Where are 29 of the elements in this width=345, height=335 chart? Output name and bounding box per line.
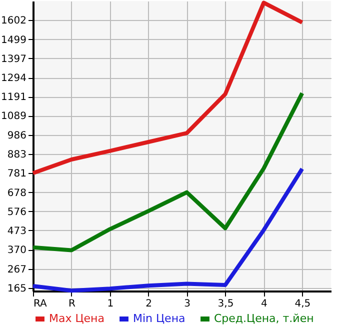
- legend-label: Max Цена: [49, 312, 104, 325]
- y-tick-label: 678: [7, 188, 26, 199]
- legend-label: Сред.Цена, т.йен: [214, 312, 314, 325]
- y-tick-label: 1602: [1, 16, 26, 27]
- y-tick-label: 370: [7, 245, 26, 256]
- x-tick-label: 2: [146, 298, 152, 310]
- x-tick-label: 3,5: [218, 298, 234, 310]
- y-tick-label: 1191: [1, 92, 26, 104]
- x-tick-label: 1: [107, 298, 114, 310]
- y-tick-label: 883: [7, 150, 26, 161]
- y-tick-label: 1294: [1, 73, 26, 84]
- line-series: [31, 166, 304, 293]
- x-tick-label: 4,5: [294, 298, 311, 310]
- y-tick-label: 986: [7, 130, 26, 142]
- x-tick-label: 4: [261, 298, 268, 310]
- y-tick-label: 781: [7, 168, 26, 180]
- x-tick-label: 3: [184, 298, 190, 310]
- y-tick-label: 473: [7, 226, 26, 237]
- y-tick-label: 165: [7, 283, 26, 294]
- line-series: [31, 0, 304, 176]
- y-tick-label: 1397: [1, 54, 26, 65]
- y-tick-label: 1089: [1, 111, 26, 122]
- line-series: [31, 91, 304, 252]
- y-tick-label: 576: [7, 206, 26, 218]
- legend-label: Min Цена: [133, 312, 186, 325]
- x-tick-label: RA: [34, 298, 48, 310]
- y-tick-label: 267: [7, 264, 26, 276]
- x-tick-label: R: [68, 298, 76, 310]
- y-tick-label: 1499: [1, 34, 26, 46]
